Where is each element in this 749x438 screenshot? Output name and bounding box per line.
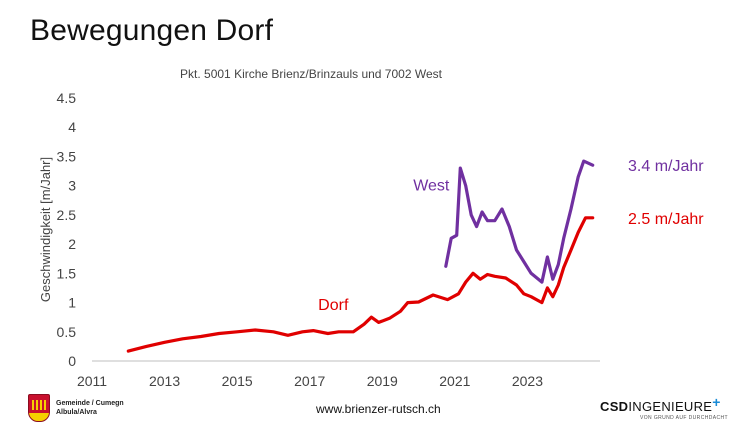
y-axis-label: Geschwindigkeit [m/Jahr] [38,157,53,302]
y-tick-label: 1 [68,295,76,311]
x-tick-label: 2023 [512,373,543,389]
x-tick-label: 2015 [222,373,253,389]
gemeinde-line2: Albula/Alvra [56,409,97,416]
chart-series-layer [126,159,595,353]
csd-logo: CSDINGENIEURE+ [600,394,721,414]
website-url: www.brienzer-rutsch.ch [316,402,441,416]
y-tick-label: 1.5 [57,265,77,281]
end-label-dorf: 2.5 m/Jahr [628,211,704,228]
y-tick-label: 3.5 [57,148,77,164]
annotation-west: West [413,177,450,194]
y-tick-label: 2.5 [57,207,77,223]
csd-logo-rest: INGENIEURE [628,399,713,414]
csd-logo-bold: CSD [600,399,629,414]
y-tick-label: 0 [68,353,76,369]
chart-title: Pkt. 5001 Kirche Brienz/Brinzauls und 70… [180,67,443,81]
gemeinde-crest-icon [28,394,50,422]
csd-tagline: VON GRUND AUF DURCHDACHT [640,415,728,421]
end-label-west: 3.4 m/Jahr [628,158,704,175]
gemeinde-logo: Gemeinde / Cumegn Albula/Alvra [28,394,124,422]
x-tick-label: 2017 [294,373,325,389]
x-tick-label: 2019 [367,373,398,389]
y-tick-label: 4.5 [57,90,77,106]
annotation-dorf: Dorf [318,297,349,314]
chart-axes: 0 0.5 1 1.5 2 2.5 3 3.5 4 4.5 2011 2013 2015 2017 2019… [38,90,600,389]
chart-labels-layer: 2.5 m/Jahr 3.4 m/Jahr Dorf West [318,158,704,314]
y-tick-label: 3 [68,178,76,194]
gemeinde-text: Gemeinde / Cumegn Albula/Alvra [56,399,124,417]
series-line-dorf [126,216,595,353]
x-tick-label: 2013 [149,373,180,389]
gemeinde-line1: Gemeinde / Cumegn [56,400,124,407]
x-tick-label: 2011 [77,373,107,389]
y-tick-label: 0.5 [57,324,77,340]
series-line-west [444,159,595,284]
csd-plus-icon: + [712,394,721,410]
y-tick-label: 2 [68,236,76,252]
slide-title: Bewegungen Dorf [30,14,274,47]
x-tick-label: 2021 [439,373,470,389]
y-tick-label: 4 [68,119,76,135]
